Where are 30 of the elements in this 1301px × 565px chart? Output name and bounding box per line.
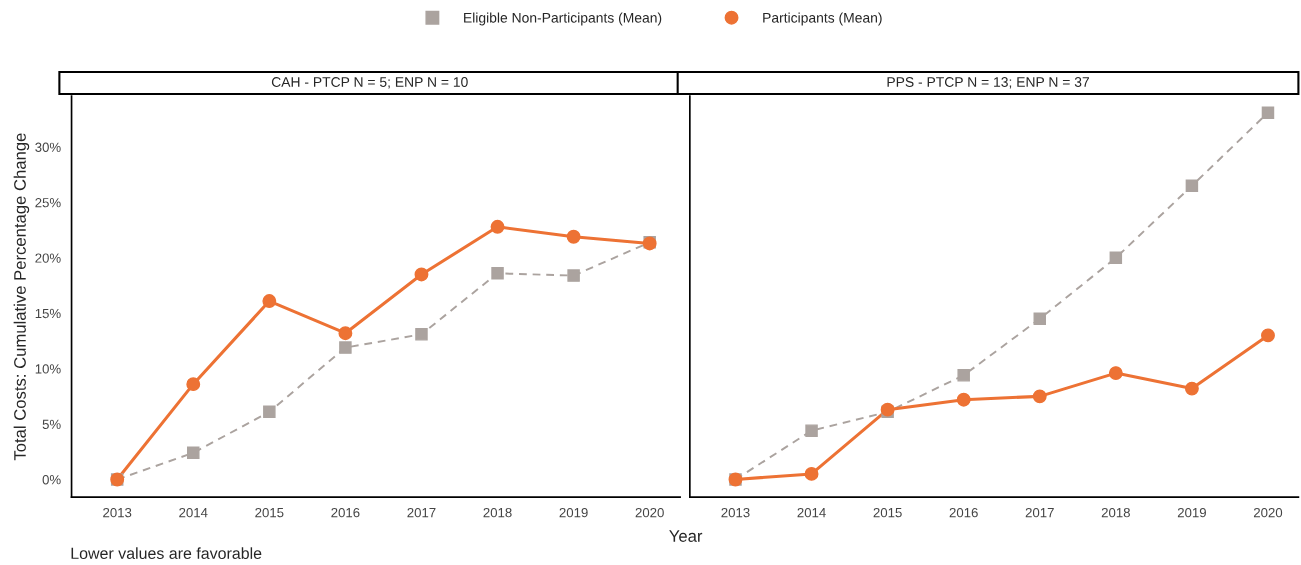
x-tick-label: 2020 <box>1253 507 1283 518</box>
y-tick-label: 5% <box>42 419 61 429</box>
y-tick-label: 20% <box>35 253 61 263</box>
text: Lower values are favorable <box>71 547 262 560</box>
x-tick-label: 2017 <box>1025 507 1054 518</box>
x-tick-label: 2017 <box>407 507 436 518</box>
x-tick-label: 2018 <box>1101 507 1130 518</box>
chart-title: CAH - PTCP N = 5; ENP N = 10 <box>271 77 468 89</box>
x-tick-label: 2016 <box>331 507 360 518</box>
x-tick-label: 2014 <box>797 507 826 518</box>
x-tick-label: 2020 <box>635 507 664 518</box>
legend-label: Participants (Mean) <box>763 12 882 26</box>
y-tick-label: 10% <box>35 364 61 374</box>
x-tick-label: 2018 <box>483 507 512 518</box>
x-tick-label: 2014 <box>179 507 208 518</box>
x-axis-title: Year <box>669 530 703 542</box>
legend-label: Eligible Non-Participants (Mean) <box>464 12 662 26</box>
x-tick-label: 2019 <box>1177 507 1206 518</box>
x-tick-label: 2013 <box>721 507 750 518</box>
y-axis-title: Total Costs: Cumulative Percentage Change <box>13 133 30 461</box>
y-tick-label: 15% <box>35 308 61 319</box>
x-tick-label: 2019 <box>559 507 588 518</box>
x-tick-label: 2015 <box>873 507 902 518</box>
chart-title: PPS - PTCP N = 13; ENP N = 37 <box>887 77 1089 89</box>
x-tick-label: 2016 <box>949 507 978 518</box>
x-tick-label: 2013 <box>103 507 132 518</box>
y-tick-label: 25% <box>35 198 61 208</box>
x-tick-label: 2015 <box>255 507 284 518</box>
y-tick-label: 30% <box>35 142 61 152</box>
y-tick-label: 0% <box>42 475 61 485</box>
